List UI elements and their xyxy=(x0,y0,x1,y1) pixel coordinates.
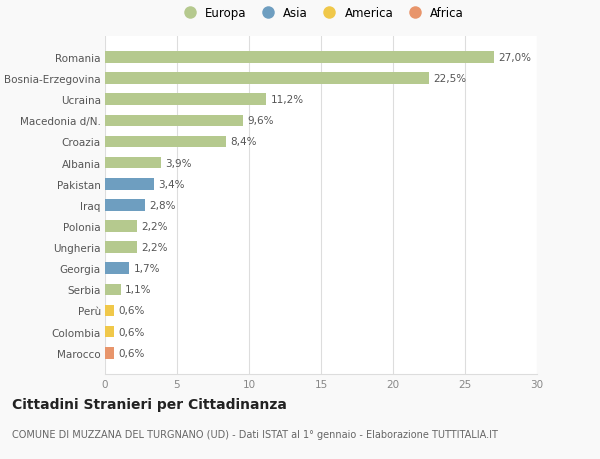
Bar xyxy=(105,263,130,274)
Bar xyxy=(105,179,154,190)
Bar xyxy=(105,115,243,127)
Text: 11,2%: 11,2% xyxy=(271,95,304,105)
Legend: Europa, Asia, America, Africa: Europa, Asia, America, Africa xyxy=(175,4,467,24)
Bar xyxy=(105,221,137,232)
Text: 2,8%: 2,8% xyxy=(149,201,176,210)
Bar xyxy=(105,136,226,148)
Text: 27,0%: 27,0% xyxy=(498,53,531,63)
Bar xyxy=(105,94,266,106)
Text: 0,6%: 0,6% xyxy=(118,306,145,316)
Text: COMUNE DI MUZZANA DEL TURGNANO (UD) - Dati ISTAT al 1° gennaio - Elaborazione TU: COMUNE DI MUZZANA DEL TURGNANO (UD) - Da… xyxy=(12,429,498,439)
Text: Cittadini Stranieri per Cittadinanza: Cittadini Stranieri per Cittadinanza xyxy=(12,397,287,411)
Bar xyxy=(105,305,113,317)
Text: 8,4%: 8,4% xyxy=(230,137,257,147)
Text: 1,1%: 1,1% xyxy=(125,285,152,295)
Bar xyxy=(105,157,161,169)
Bar xyxy=(105,200,145,211)
Bar xyxy=(105,326,113,338)
Bar xyxy=(105,52,494,64)
Text: 0,6%: 0,6% xyxy=(118,348,145,358)
Text: 9,6%: 9,6% xyxy=(248,116,274,126)
Bar xyxy=(105,347,113,359)
Text: 3,9%: 3,9% xyxy=(166,158,192,168)
Text: 2,2%: 2,2% xyxy=(141,222,167,231)
Text: 1,7%: 1,7% xyxy=(134,263,160,274)
Bar xyxy=(105,73,429,85)
Bar xyxy=(105,242,137,253)
Text: 3,4%: 3,4% xyxy=(158,179,185,189)
Text: 2,2%: 2,2% xyxy=(141,242,167,252)
Bar xyxy=(105,284,121,296)
Text: 0,6%: 0,6% xyxy=(118,327,145,337)
Text: 22,5%: 22,5% xyxy=(433,74,466,84)
